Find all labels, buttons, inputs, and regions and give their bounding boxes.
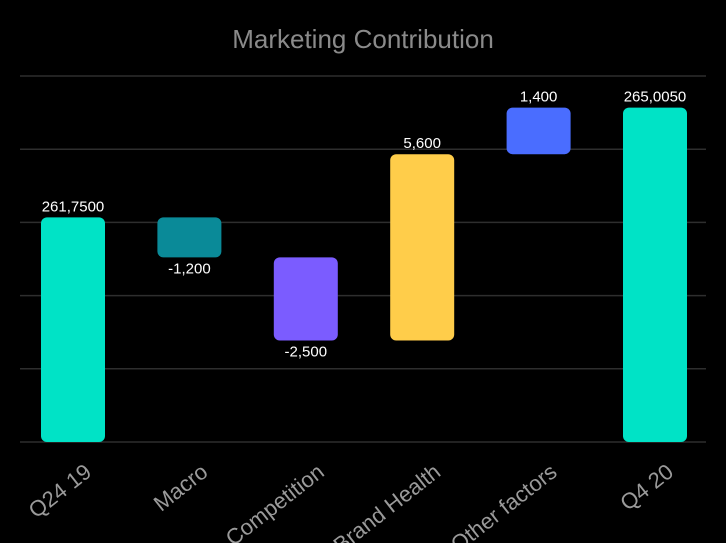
- bar-q4-20: [623, 107, 687, 442]
- x-tick-label: Competition: [221, 459, 329, 543]
- bar-q24-19: [41, 217, 105, 442]
- data-label: 1,400: [520, 89, 558, 106]
- x-axis-tick-labels: Q24 19 Macro Competition Brand Health Other …: [24, 459, 678, 543]
- chart-title: Marketing Contribution: [232, 24, 494, 54]
- data-labels: 261,7500 -1,200 -2,500 5,600 1,400 265,0050: [42, 89, 687, 361]
- bar-macro: [157, 217, 222, 258]
- data-label: 265,0050: [624, 89, 687, 106]
- x-tick-label: Q24 19: [24, 459, 96, 523]
- x-tick-label: Q4 20: [615, 459, 678, 516]
- x-tick-label: Brand Health: [329, 459, 446, 543]
- x-tick-label: Macro: [149, 459, 213, 516]
- data-label: -2,500: [285, 344, 328, 361]
- bar-brand-health: [390, 154, 455, 341]
- bar-other-factors: [506, 107, 571, 155]
- data-label: -1,200: [168, 260, 211, 277]
- bar-competition: [273, 257, 338, 341]
- gridlines: [20, 75, 706, 443]
- bars: [41, 107, 687, 442]
- data-label: 261,7500: [42, 198, 105, 215]
- x-tick-label: Other factors: [446, 459, 562, 543]
- data-label: 5,600: [403, 135, 441, 152]
